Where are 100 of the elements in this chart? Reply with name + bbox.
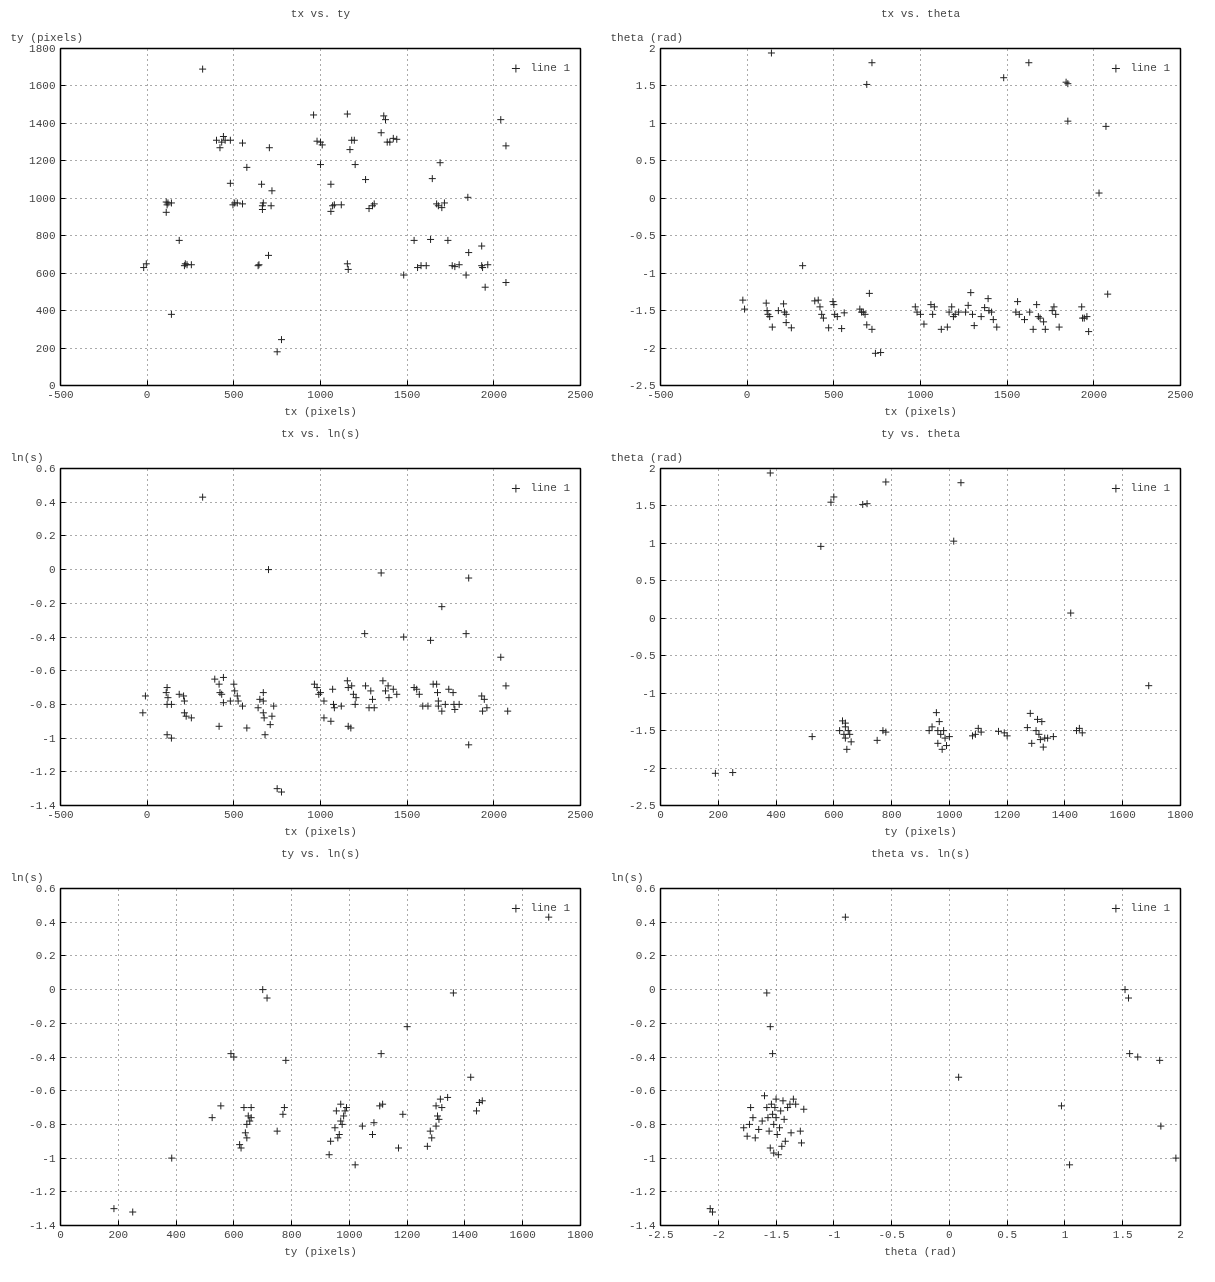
y-tick-label: -2.5 bbox=[629, 800, 656, 812]
y-tick-label: -1 bbox=[42, 1152, 56, 1165]
x-tick-label: 500 bbox=[223, 808, 244, 821]
chart-title: tx vs. ln(s) bbox=[280, 427, 361, 440]
y-tick-label: -1 bbox=[642, 1152, 656, 1165]
x-tick-label: 1500 bbox=[393, 388, 421, 401]
y-tick-label: 0.6 bbox=[35, 463, 56, 475]
y-tick-label: -1 bbox=[642, 267, 656, 280]
chart-title: ty vs. ln(s) bbox=[280, 847, 361, 860]
x-tick-label: 1000 bbox=[907, 388, 934, 401]
x-tick-label: 0 bbox=[946, 1228, 953, 1241]
y-tick-label: 1.5 bbox=[635, 500, 656, 513]
x-tick-label: 1600 bbox=[1109, 808, 1136, 821]
x-tick-label: 2 bbox=[1177, 1228, 1184, 1241]
x-tick-label: 1400 bbox=[451, 1228, 479, 1241]
y-tick-label: 0.2 bbox=[635, 950, 656, 963]
y-tick-label: 0 bbox=[48, 564, 56, 577]
y-axis-title: ln(s) bbox=[610, 871, 644, 884]
y-tick-label: -2 bbox=[642, 762, 656, 775]
y-axis-title: ty (pixels) bbox=[10, 31, 84, 44]
x-tick-label: 0 bbox=[143, 388, 151, 401]
x-tick-label: 1800 bbox=[567, 1228, 594, 1241]
chart-title: tx vs. ty bbox=[290, 7, 351, 20]
y-tick-label: -1.2 bbox=[29, 766, 56, 779]
x-axis-title: tx (pixels) bbox=[284, 405, 357, 418]
y-tick-label: -1 bbox=[42, 732, 56, 745]
y-tick-label: -0.2 bbox=[29, 597, 56, 610]
x-tick-label: -1 bbox=[827, 1228, 841, 1241]
x-tick-label: 600 bbox=[823, 808, 844, 821]
y-axis-title: ln(s) bbox=[10, 451, 44, 464]
x-tick-label: -0.5 bbox=[878, 1228, 905, 1241]
y-tick-label: -0.2 bbox=[629, 1017, 656, 1030]
y-tick-label: -0.4 bbox=[29, 631, 56, 644]
x-tick-label: 2500 bbox=[567, 388, 594, 401]
legend-label: line 1 bbox=[1130, 482, 1170, 494]
y-tick-label: 1000 bbox=[29, 192, 56, 205]
x-tick-label: 1800 bbox=[1167, 808, 1194, 821]
y-tick-label: 0.2 bbox=[35, 950, 56, 963]
y-tick-label: -1 bbox=[642, 687, 656, 700]
x-tick-label: 400 bbox=[766, 808, 786, 821]
x-tick-label: 400 bbox=[166, 1228, 186, 1241]
y-tick-label: -0.5 bbox=[629, 230, 656, 243]
y-tick-label: -0.8 bbox=[29, 1118, 56, 1131]
legend-label: line 1 bbox=[530, 902, 570, 914]
y-tick-label: 1 bbox=[648, 117, 656, 130]
x-tick-label: 1 bbox=[1061, 1228, 1069, 1241]
y-axis-title: theta (rad) bbox=[610, 451, 684, 464]
y-tick-label: 2 bbox=[648, 463, 656, 475]
legend-label: line 1 bbox=[530, 62, 570, 74]
y-tick-label: 600 bbox=[35, 267, 56, 280]
y-tick-label: -0.8 bbox=[29, 698, 56, 711]
y-tick-label: -0.8 bbox=[629, 1118, 656, 1131]
y-tick-label: 800 bbox=[35, 230, 56, 243]
legend-label: line 1 bbox=[1130, 902, 1170, 914]
x-tick-label: 800 bbox=[281, 1228, 302, 1241]
x-tick-label: 200 bbox=[708, 808, 729, 821]
x-axis-title: ty (pixels) bbox=[284, 1245, 357, 1258]
x-tick-label: 0 bbox=[57, 1228, 64, 1241]
y-tick-label: -0.6 bbox=[29, 665, 56, 678]
x-tick-label: 1500 bbox=[993, 388, 1021, 401]
legend-label: line 1 bbox=[1130, 62, 1170, 74]
y-tick-label: -1.5 bbox=[629, 305, 656, 318]
y-tick-label: -0.2 bbox=[29, 1017, 56, 1030]
y-tick-label: -2 bbox=[642, 342, 656, 355]
x-tick-label: 0 bbox=[143, 808, 151, 821]
x-tick-label: 0 bbox=[743, 388, 751, 401]
y-tick-label: -0.6 bbox=[629, 1085, 656, 1098]
y-tick-label: 2 bbox=[648, 43, 656, 55]
x-tick-label: 1000 bbox=[307, 808, 334, 821]
y-tick-label: -1.4 bbox=[629, 1220, 656, 1232]
y-tick-label: 0 bbox=[648, 192, 656, 205]
x-tick-label: 500 bbox=[823, 388, 844, 401]
x-tick-label: 2000 bbox=[1080, 388, 1108, 401]
y-tick-label: 1600 bbox=[29, 80, 56, 93]
chart-title: tx vs. theta bbox=[880, 7, 961, 20]
y-tick-label: -1.5 bbox=[629, 725, 656, 738]
y-tick-label: 1400 bbox=[29, 117, 56, 130]
x-axis-title: tx (pixels) bbox=[884, 405, 957, 418]
x-tick-label: 600 bbox=[223, 1228, 244, 1241]
x-tick-label: 1500 bbox=[393, 808, 421, 821]
y-tick-label: 0 bbox=[648, 612, 656, 625]
x-tick-label: 500 bbox=[223, 388, 244, 401]
y-tick-label: 400 bbox=[35, 305, 56, 318]
x-tick-label: 1000 bbox=[307, 388, 334, 401]
y-tick-label: -1.4 bbox=[29, 1220, 56, 1232]
x-tick-label: 2000 bbox=[480, 388, 508, 401]
x-tick-label: 0 bbox=[657, 808, 664, 821]
x-tick-label: -2 bbox=[711, 1228, 725, 1241]
y-tick-label: 1 bbox=[648, 537, 656, 550]
x-tick-label: 800 bbox=[881, 808, 902, 821]
y-tick-label: 0.5 bbox=[635, 155, 656, 168]
x-tick-label: 1600 bbox=[509, 1228, 536, 1241]
x-tick-label: 1200 bbox=[993, 808, 1021, 821]
y-tick-label: 1.5 bbox=[635, 80, 656, 93]
y-tick-label: -0.4 bbox=[29, 1051, 56, 1064]
x-tick-label: 2500 bbox=[567, 808, 594, 821]
y-tick-label: -0.6 bbox=[29, 1085, 56, 1098]
y-tick-label: 0.4 bbox=[35, 916, 56, 929]
x-tick-label: 1400 bbox=[1051, 808, 1079, 821]
x-tick-label: 1000 bbox=[336, 1228, 363, 1241]
